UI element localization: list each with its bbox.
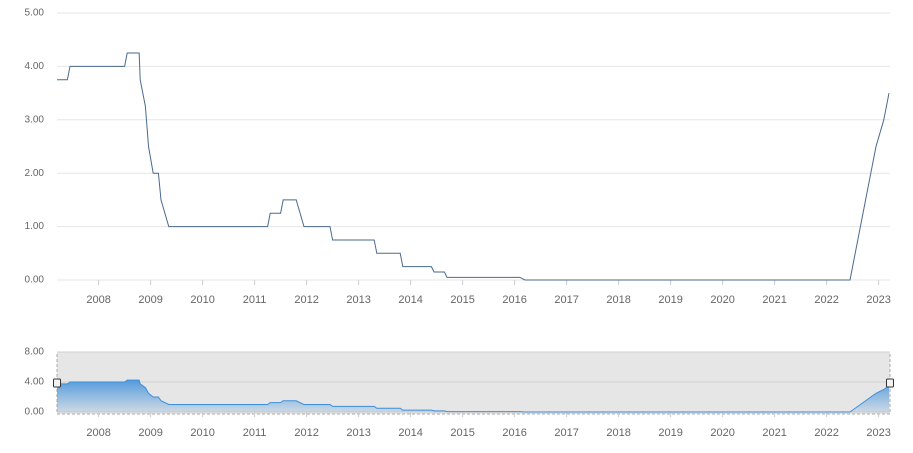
y-tick-label: 1.00: [25, 221, 45, 232]
navigator-window[interactable]: [56, 351, 891, 415]
x-tick-label: 2015: [450, 427, 474, 439]
x-tick-label: 2009: [138, 427, 162, 439]
x-tick-label: 2014: [398, 294, 422, 306]
x-tick-label: 2021: [762, 427, 786, 439]
x-tick-label: 2013: [346, 294, 370, 306]
x-tick-label: 2021: [762, 294, 786, 306]
y-tick-label: 2.00: [25, 168, 45, 179]
x-tick-label: 2023: [866, 427, 890, 439]
y-tick-label: 4.00: [25, 377, 45, 388]
x-tick-label: 2011: [243, 427, 267, 439]
x-tick-label: 2013: [346, 427, 370, 439]
x-tick-label: 2010: [190, 294, 214, 306]
x-tick-label: 2022: [814, 427, 838, 439]
y-tick-label: 0.00: [25, 275, 45, 286]
x-tick-label: 2020: [710, 294, 734, 306]
x-tick-label: 2008: [86, 427, 110, 439]
x-tick-label: 2014: [398, 427, 422, 439]
x-tick-label: 2016: [502, 427, 526, 439]
line-series: [57, 52, 890, 281]
x-tick-label: 2008: [86, 294, 110, 306]
x-tick-label: 2010: [190, 427, 214, 439]
x-tick-label: 2017: [554, 427, 578, 439]
x-tick-label: 2023: [866, 294, 890, 306]
navigator-handle[interactable]: [886, 378, 894, 388]
x-tick-label: 2012: [294, 427, 318, 439]
x-tick-label: 2018: [606, 427, 630, 439]
x-tick-label: 2019: [658, 427, 682, 439]
x-tick-label: 2018: [606, 294, 630, 306]
x-tick-label: 2016: [502, 294, 526, 306]
x-tick-label: 2012: [294, 294, 318, 306]
y-tick-label: 4.00: [25, 61, 45, 72]
y-tick-label: 3.00: [25, 114, 45, 125]
x-tick-label: 2019: [658, 294, 682, 306]
x-tick-label: 2020: [710, 427, 734, 439]
x-tick-label: 2009: [138, 294, 162, 306]
y-tick-label: 8.00: [25, 347, 45, 358]
navigator-handle[interactable]: [53, 378, 61, 388]
x-tick-label: 2015: [450, 294, 474, 306]
x-tick-label: 2022: [814, 294, 838, 306]
navigator-line: [57, 379, 890, 413]
y-tick-label: 0.00: [25, 407, 45, 418]
x-tick-label: 2011: [243, 294, 267, 306]
navigator-area: [57, 380, 889, 412]
y-tick-label: 5.00: [25, 8, 45, 19]
x-tick-label: 2017: [554, 294, 578, 306]
